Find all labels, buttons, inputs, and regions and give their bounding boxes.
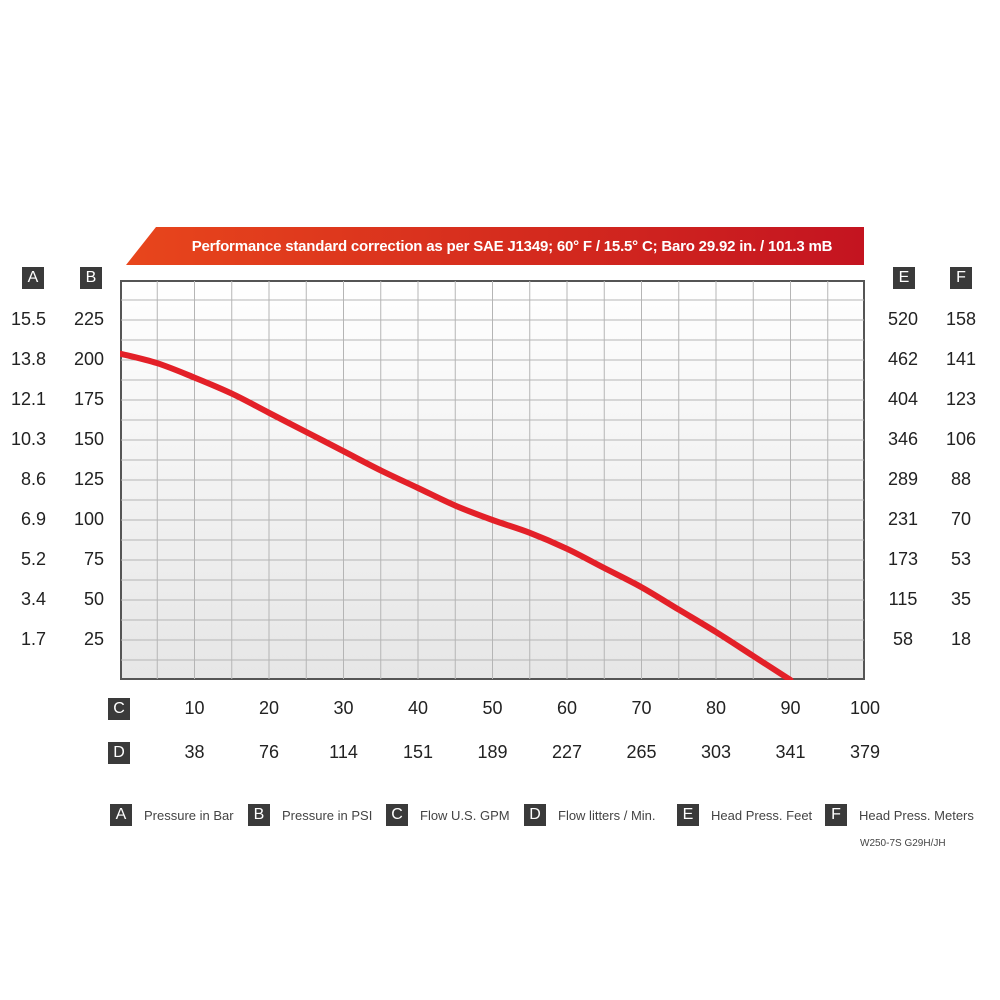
y-tick-label-psi: 150 [73, 429, 104, 449]
x-tick-label-gpm: 60 [556, 698, 578, 718]
axis-badge-b: B [80, 267, 102, 289]
y-tick-label-feet: 115 [888, 589, 918, 609]
x-tick-label-lpm: 265 [626, 742, 657, 762]
y-tick-label-meters: 35 [950, 589, 972, 609]
axis-badge-e: E [893, 267, 915, 289]
y-tick-label-feet: 289 [887, 469, 919, 489]
y-tick-label-bar: 10.3 [10, 429, 46, 449]
legend-badge: A [110, 804, 132, 826]
y-tick-label-feet: 520 [887, 309, 919, 329]
axis-badge-c: C [108, 698, 130, 720]
x-tick-label-gpm: 10 [184, 698, 205, 718]
legend-label: Flow U.S. GPM [420, 807, 510, 823]
y-tick-label-feet: 58 [892, 629, 914, 649]
legend-label: Head Press. Meters [859, 807, 974, 823]
x-tick-label-lpm: 227 [551, 742, 583, 762]
y-tick-label-psi: 50 [83, 589, 104, 609]
y-tick-label-meters: 123 [945, 389, 977, 409]
y-tick-label-psi: 225 [73, 309, 104, 329]
banner-shape [126, 227, 864, 265]
legend-badge: F [825, 804, 847, 826]
y-tick-label-feet: 462 [887, 349, 919, 369]
y-tick-label-bar: 15.5 [10, 309, 46, 329]
legend-badge: B [248, 804, 270, 826]
axis-badge-d: D [108, 742, 130, 764]
y-tick-label-bar: 6.9 [20, 509, 46, 529]
y-tick-label-feet: 404 [887, 389, 919, 409]
y-tick-label-psi: 175 [73, 389, 104, 409]
x-tick-label-lpm: 189 [477, 742, 508, 762]
x-tick-label-lpm: 379 [849, 742, 881, 762]
y-tick-label-feet: 173 [887, 549, 919, 569]
legend-item: B Pressure in PSI [248, 804, 372, 826]
x-tick-label-lpm: 151 [402, 742, 434, 762]
x-tick-label-lpm: 114 [329, 742, 358, 762]
x-tick-label-gpm: 30 [333, 698, 354, 718]
y-tick-label-bar: 5.2 [20, 549, 46, 569]
title-banner: Performance standard correction as per S… [126, 227, 864, 265]
axis-badge-a: A [22, 267, 44, 289]
y-tick-label-psi: 25 [83, 629, 104, 649]
y-tick-label-bar: 8.6 [20, 469, 46, 489]
x-tick-label-gpm: 70 [631, 698, 652, 718]
axis-badge-f: F [950, 267, 972, 289]
legend-badge: E [677, 804, 699, 826]
legend-label: Pressure in Bar [144, 807, 234, 823]
chart-title: Performance standard correction as per S… [191, 237, 833, 255]
legend-badge: D [524, 804, 546, 826]
legend-badge: C [386, 804, 408, 826]
legend-item: D Flow litters / Min. [524, 804, 656, 826]
y-tick-label-meters: 18 [950, 629, 972, 649]
y-tick-label-psi: 100 [73, 509, 104, 529]
x-tick-label-lpm: 341 [775, 742, 806, 762]
x-tick-label-gpm: 80 [705, 698, 727, 718]
x-tick-label-gpm: 20 [258, 698, 280, 718]
y-tick-label-psi: 125 [73, 469, 104, 489]
legend-label: Head Press. Feet [711, 807, 813, 823]
y-tick-label-meters: 70 [950, 509, 972, 529]
y-tick-label-bar: 13.8 [10, 349, 46, 369]
y-tick-label-meters: 88 [950, 469, 972, 489]
x-tick-label-lpm: 38 [184, 742, 205, 762]
legend-item: E Head Press. Feet [677, 804, 812, 826]
x-tick-label-lpm: 303 [700, 742, 732, 762]
legend-label: Flow litters / Min. [558, 807, 656, 823]
legend-label: Pressure in PSI [282, 807, 373, 823]
x-tick-label-gpm: 90 [780, 698, 801, 718]
legend-item: F Head Press. Meters [825, 804, 974, 826]
y-tick-label-feet: 231 [887, 509, 919, 529]
legend-item: A Pressure in Bar [110, 804, 234, 826]
performance-curve [120, 350, 794, 680]
model-number: W250-7S G29H/JH [860, 838, 946, 849]
legend-item: C Flow U.S. GPM [386, 804, 510, 826]
y-tick-label-meters: 106 [945, 429, 977, 449]
plot-area [120, 280, 865, 680]
y-tick-label-bar: 12.1 [10, 389, 46, 409]
y-tick-label-bar: 3.4 [20, 589, 46, 609]
y-tick-label-meters: 53 [950, 549, 972, 569]
y-tick-label-psi: 200 [73, 349, 104, 369]
y-tick-label-feet: 346 [887, 429, 919, 449]
y-tick-label-psi: 75 [83, 549, 104, 569]
x-tick-label-gpm: 50 [482, 698, 503, 718]
x-tick-label-gpm: 100 [849, 698, 881, 718]
x-tick-label-gpm: 40 [407, 698, 429, 718]
y-tick-label-bar: 1.7 [20, 629, 46, 649]
y-tick-label-meters: 158 [945, 309, 977, 329]
x-tick-label-lpm: 76 [258, 742, 280, 762]
y-tick-label-meters: 141 [945, 349, 977, 369]
